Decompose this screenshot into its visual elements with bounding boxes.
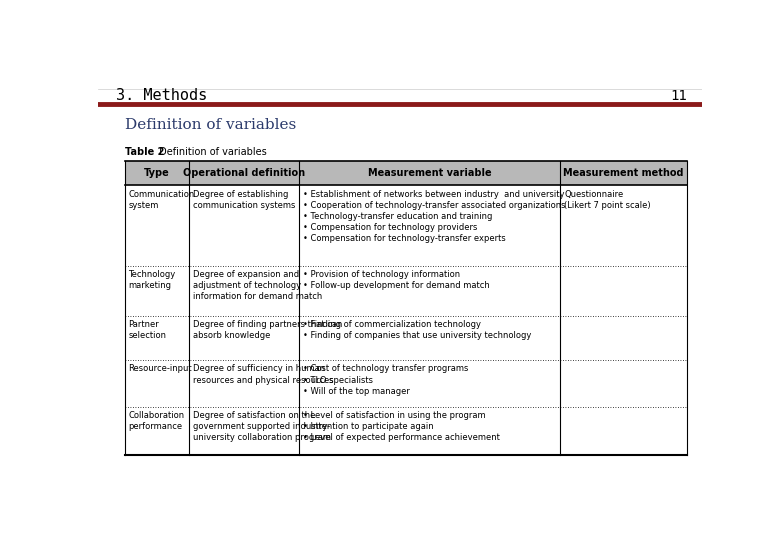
Text: Degree of establishing
communication systems: Degree of establishing communication sys… (193, 190, 296, 210)
Text: Degree of satisfaction on the
government supported industry-
university collabor: Degree of satisfaction on the government… (193, 411, 331, 442)
Text: • Finding of commercialization technology
• Finding of companies that use univer: • Finding of commercialization technolog… (303, 320, 531, 340)
Text: Definition of variables: Definition of variables (156, 147, 267, 157)
Text: Type: Type (144, 168, 170, 178)
Text: Operational definition: Operational definition (183, 168, 305, 178)
Text: Measurement method: Measurement method (563, 168, 684, 178)
Text: Measurement variable: Measurement variable (368, 168, 491, 178)
Text: • Cost of technology transfer programs
• TLO specialists
• Will of the top manag: • Cost of technology transfer programs •… (303, 364, 468, 396)
Text: Definition of variables: Definition of variables (125, 118, 296, 132)
Text: Collaboration
performance: Collaboration performance (129, 411, 184, 431)
Text: Technology
marketing: Technology marketing (129, 270, 176, 290)
Text: • Provision of technology information
• Follow-up development for demand match: • Provision of technology information • … (303, 270, 489, 290)
Text: • Level of satisfaction in using the program
• Intention to participate again
• : • Level of satisfaction in using the pro… (303, 411, 499, 442)
Text: Communication
system: Communication system (129, 190, 194, 210)
Text: Questionnaire
(Likert 7 point scale): Questionnaire (Likert 7 point scale) (564, 190, 651, 210)
Text: Resource-input: Resource-input (129, 364, 192, 374)
Text: 3. Methods: 3. Methods (115, 88, 207, 103)
Text: Table 2: Table 2 (125, 147, 164, 157)
Bar (125, 161, 687, 185)
Text: Degree of finding partners that can
absorb knowledge: Degree of finding partners that can abso… (193, 320, 342, 340)
Text: 11: 11 (670, 89, 687, 103)
Text: Degree of expansion and
adjustment of technology
information for demand match: Degree of expansion and adjustment of te… (193, 270, 322, 301)
Text: Degree of sufficiency in human
resources and physical resources: Degree of sufficiency in human resources… (193, 364, 334, 384)
Text: Partner
selection: Partner selection (129, 320, 166, 340)
Text: • Establishment of networks between industry  and university
• Cooperation of te: • Establishment of networks between indu… (303, 190, 565, 243)
